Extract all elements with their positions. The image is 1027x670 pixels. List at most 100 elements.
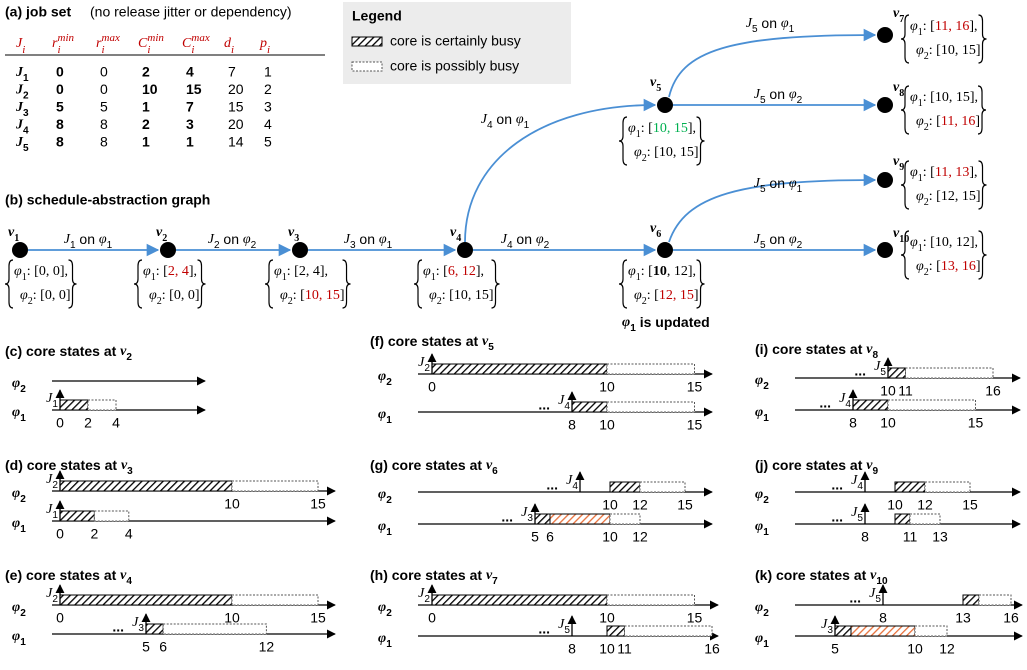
edge-label: J2 on φ2 bbox=[208, 231, 257, 251]
state-brace bbox=[900, 160, 910, 210]
state-brace bbox=[133, 259, 143, 309]
state-run: 2, 4 bbox=[168, 264, 189, 279]
possible-segment bbox=[978, 594, 1012, 606]
edge-label: J5 on φ1 bbox=[754, 175, 803, 195]
job-label: J5 bbox=[874, 359, 886, 378]
certain-segment bbox=[852, 399, 889, 411]
certain-segment bbox=[850, 625, 916, 637]
tick-label: 10 bbox=[880, 383, 896, 399]
table-cell: 15 bbox=[186, 81, 202, 97]
certain-segment bbox=[59, 399, 89, 411]
state-line: φ1: [2, 4], bbox=[274, 264, 328, 283]
graph-node bbox=[877, 97, 893, 113]
header-base: r bbox=[52, 36, 58, 51]
table-cell: 8 bbox=[56, 134, 64, 150]
panel-title: (g) core states at v6 bbox=[370, 457, 498, 477]
graph-node bbox=[12, 242, 28, 258]
header-base: d bbox=[224, 36, 232, 51]
state-brace bbox=[4, 259, 14, 309]
ellipsis: ... bbox=[854, 363, 866, 379]
state-run: φ1: [0, 0], bbox=[14, 264, 68, 283]
state-line: φ1: [10, 12], bbox=[628, 264, 696, 283]
core-label: φ2 bbox=[378, 600, 392, 619]
tick-label: 16 bbox=[1003, 610, 1019, 626]
state-run: 10, 15 bbox=[305, 288, 340, 303]
core-label: φ2 bbox=[12, 600, 26, 619]
core-label: φ1 bbox=[378, 407, 392, 426]
state-run: φ2: [0, 0] bbox=[20, 288, 71, 307]
core-label: φ2 bbox=[755, 487, 769, 506]
tick-label: 6 bbox=[159, 639, 167, 655]
certain-segment bbox=[894, 513, 911, 525]
possible-segment bbox=[639, 481, 686, 493]
node-label: v10 bbox=[893, 226, 909, 245]
tick-label: 10 bbox=[880, 415, 896, 431]
job-set-note: (no release jitter or dependency) bbox=[90, 4, 292, 20]
core-label: φ1 bbox=[378, 519, 392, 538]
header-sub: i bbox=[101, 44, 104, 56]
state-run: ], bbox=[969, 165, 977, 180]
job-label: J3 bbox=[521, 505, 533, 524]
job-label: J5 bbox=[869, 586, 881, 605]
tick-label: 5 bbox=[831, 641, 839, 657]
tick-label: 12 bbox=[632, 529, 648, 545]
ellipsis: ... bbox=[849, 590, 861, 606]
tick-label: 4 bbox=[112, 415, 120, 431]
node-label: v5 bbox=[650, 75, 661, 94]
state-run: φ1: [ bbox=[143, 264, 168, 283]
certain-segment bbox=[431, 594, 608, 606]
graph-node bbox=[657, 242, 673, 258]
node-label: v4 bbox=[450, 225, 461, 244]
tick-label: 15 bbox=[310, 610, 326, 626]
job-name: J5 bbox=[15, 135, 29, 154]
graph-node bbox=[457, 242, 473, 258]
ellipsis: ... bbox=[538, 397, 550, 413]
header-sup: min bbox=[58, 32, 75, 44]
header-sup: max bbox=[191, 32, 209, 44]
state-run: , 12], bbox=[667, 264, 696, 279]
certain-segment bbox=[606, 625, 625, 637]
state-line: φ1: [10, 15], bbox=[910, 90, 978, 109]
node-label: v3 bbox=[288, 225, 299, 244]
possible-segment bbox=[93, 510, 130, 522]
core-label: φ2 bbox=[12, 486, 26, 505]
job-label: J2 bbox=[46, 472, 58, 491]
state-run: ] bbox=[976, 259, 981, 274]
table-cell: 8 bbox=[100, 134, 108, 150]
certain-segment bbox=[887, 367, 906, 379]
possible-segment bbox=[924, 481, 971, 493]
edge-label: J5 on φ1 bbox=[746, 15, 795, 35]
tick-label: 0 bbox=[428, 610, 436, 626]
state-run: φ2: [0, 0] bbox=[149, 288, 200, 307]
core-label: φ1 bbox=[12, 629, 26, 648]
table-cell: 8 bbox=[56, 116, 64, 132]
state-brace bbox=[68, 259, 77, 309]
state-run: φ2: [ bbox=[280, 288, 305, 307]
state-line: φ1: [11, 16], bbox=[910, 19, 978, 38]
certain-segment bbox=[145, 623, 164, 635]
tick-label: 10 bbox=[887, 497, 903, 513]
tick-label: 8 bbox=[861, 529, 869, 545]
certain-segment bbox=[431, 363, 608, 375]
tick-label: 15 bbox=[687, 610, 703, 626]
ellipsis: ... bbox=[831, 509, 843, 525]
state-run: ] bbox=[694, 288, 699, 303]
tick-label: 10 bbox=[224, 610, 240, 626]
possible-segment bbox=[909, 513, 941, 525]
state-run: φ2: [ bbox=[916, 259, 941, 278]
panel-title: (k) core states at v10 bbox=[755, 567, 888, 587]
state-line: φ1: [10, 15], bbox=[628, 121, 696, 140]
job-name: J3 bbox=[15, 100, 29, 119]
header-base: C bbox=[138, 36, 148, 51]
state-line: φ1: [6, 12], bbox=[423, 264, 484, 283]
state-line: φ2: [0, 0] bbox=[20, 288, 71, 307]
certain-segment bbox=[894, 481, 926, 493]
tick-label: 10 bbox=[599, 379, 615, 395]
table-cell: 15 bbox=[228, 99, 244, 115]
possible-segment bbox=[606, 401, 695, 413]
tick-label: 2 bbox=[84, 415, 92, 431]
core-label: φ2 bbox=[755, 600, 769, 619]
tick-label: 8 bbox=[879, 610, 887, 626]
state-run: φ2: [10, 15] bbox=[429, 288, 494, 307]
table-cell: 1 bbox=[142, 99, 150, 115]
